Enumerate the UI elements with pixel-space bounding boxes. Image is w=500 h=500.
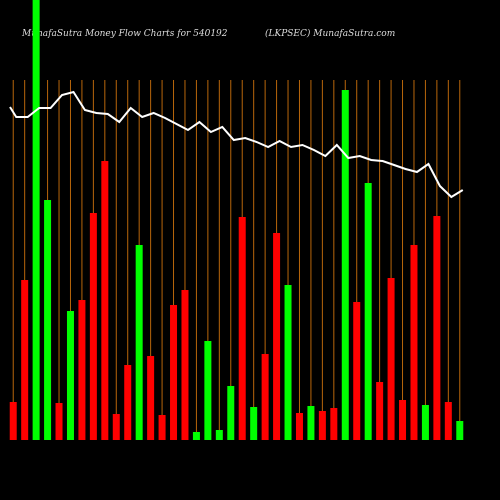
bar [410,245,418,440]
chart-subtitle: (LKPSEC) MunafaSutra.com [265,28,395,39]
bar [55,403,63,440]
bar [364,183,372,440]
bar [170,305,178,440]
bar [433,216,441,440]
bar [399,400,407,440]
bar [66,311,74,440]
bar [89,213,97,440]
bar [295,413,303,440]
bar [250,407,258,440]
bar [124,365,132,440]
bar [135,245,143,440]
bar [181,290,189,440]
bar [376,382,384,440]
bar [238,217,246,440]
bar [112,414,120,440]
bar [204,341,212,440]
bar [318,411,326,440]
bar [456,421,464,440]
bar [341,90,349,440]
bar [353,302,361,440]
bar [421,405,429,440]
bar [261,354,269,440]
bar [21,280,29,440]
bar [273,233,281,440]
chart-title: MunafaSutra Money Flow Charts for 540192 [21,29,228,39]
bar [215,430,223,440]
bar [307,406,315,440]
bar [9,402,17,440]
line [9,90,464,199]
bar [147,356,155,440]
bar [444,402,452,440]
bar [330,408,338,440]
bar [192,432,200,440]
bar [101,161,109,440]
bar [284,285,292,440]
bar [44,200,52,440]
bar [227,386,235,440]
bar [158,415,166,440]
bar [32,0,40,440]
bar [78,300,86,440]
bar [387,278,395,440]
